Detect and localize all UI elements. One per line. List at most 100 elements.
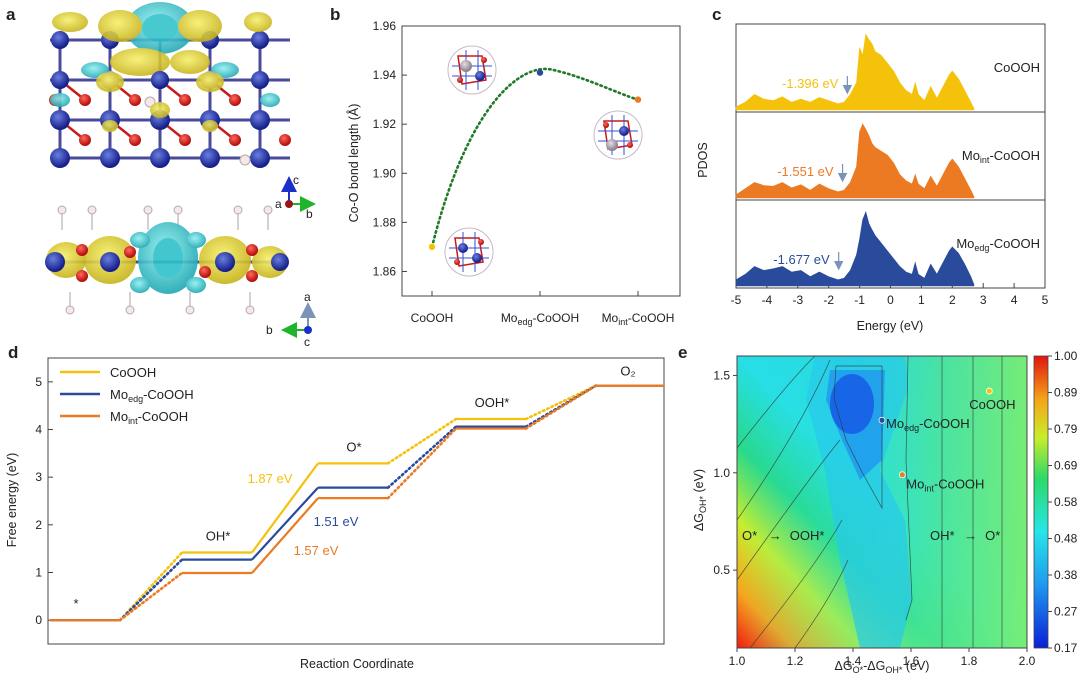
structure-side-view [45,205,289,315]
colorbar-tick-label: 0.89 [1054,386,1078,400]
energy-transition [251,486,319,561]
energy-transition [118,558,184,622]
y-tick-label: 0.5 [713,563,730,577]
series-label: CoOOH [994,60,1040,75]
y-tick-label: 0 [35,613,42,627]
state-label: OH* [206,528,231,543]
cluster-thumbnail-cooh [444,227,494,277]
state-label: O₂ [620,364,635,379]
energy-transition [118,571,184,622]
y-tick-label: 2 [35,518,42,532]
x-tick-label: Moint-CoOOH [602,311,675,327]
colorbar-tick-label: 0.38 [1054,568,1078,582]
energy-transition [386,417,458,465]
y-axis-label-e: ΔGOH* (eV) [692,469,708,531]
legend-label: Moint-CoOOH [110,409,188,426]
y-tick-label: 1.94 [373,68,397,82]
panel-e: e 1.0 1.2 1.4 1.6 1.8 2.0 0.5 1.0 1.5 CoOOH Moed… [678,343,1078,675]
colorbar-tick-label: 0.69 [1054,459,1078,473]
axis-c-label: c [293,173,299,187]
catalyst-point-label: Moint-CoOOH [906,477,984,494]
x-tick-label: 1.8 [961,654,978,668]
data-point [634,96,642,103]
cluster-thumbnail-mo-int [593,110,643,160]
y-tick-label: 1.5 [713,368,730,382]
axis-a-label-2: a [304,290,311,304]
x-tick-label: 1 [918,293,925,307]
heatmap-minimum [830,374,874,434]
energy-transition [251,497,319,574]
plot-frame-d [47,357,665,645]
x-axis-b: CoOOH Moedg-CoOOH Moint-CoOOH [411,291,675,327]
d-band-center-label: -1.677 eV [773,252,830,267]
catalyst-points: CoOOH Moedg-CoOOH Moint-CoOOH [878,387,1016,494]
state-labels: * OH* O* OOH* O₂ [73,364,635,612]
bond-length-trend-curve [430,67,640,249]
data-point [536,69,544,76]
y-tick-label: 4 [35,423,42,437]
panel-c-label: c [712,5,721,24]
energy-transition [386,427,458,500]
x-tick-label: 1.2 [787,654,804,668]
x-tick-label: -5 [731,293,742,307]
panel-e-label: e [678,343,687,362]
legend-d: CoOOH Moedg-CoOOH Moint-CoOOH [60,365,194,426]
x-tick-label: 2.0 [1019,654,1036,668]
axis-b-label-2: b [266,323,273,337]
y-axis-b: 1.86 1.88 1.90 1.92 1.94 1.96 [373,19,407,278]
y-tick-label: 5 [35,375,42,389]
y-tick-label: 1.88 [373,215,397,229]
x-axis-c: -5 -4 -3 -2 -1 0 1 2 3 4 5 [731,283,1049,307]
x-axis-label-c: Energy (eV) [857,319,924,333]
energy-transition [524,384,598,430]
y-tick-label: 1.96 [373,19,397,33]
energy-transition [251,462,319,554]
plot-frame-b [401,25,681,297]
series-label: Moedg-CoOOH [956,236,1040,253]
x-tick-label: -3 [792,293,803,307]
catalyst-point [878,416,886,424]
pdos-series: -1.396 eV CoOOH -1.551 eV Moint-CoOOH -1.677… [735,33,1040,287]
y-tick-label: 1.86 [373,264,397,278]
y-tick-label: 3 [35,470,42,484]
axes-indicator-top: c a b [275,173,316,221]
d-band-center-label: -1.396 eV [782,76,839,91]
y-tick-label: 1.90 [373,166,397,180]
plot-frame-e [736,355,1028,649]
data-point [428,243,436,251]
pdos-area [735,33,975,111]
colorbar-tick-label: 0.79 [1054,422,1078,436]
x-tick-label: -1 [854,293,865,307]
x-axis-label-d: Reaction Coordinate [300,657,414,671]
panel-c: c PDOS Energy (eV) -5 -4 -3 -2 -1 0 1 2 3 4 5 -1.3… [696,5,1049,333]
colorbar [1033,355,1049,649]
x-tick-label: Moedg-CoOOH [501,311,579,327]
state-label: * [73,596,78,611]
x-tick-label: 0 [887,293,894,307]
pdos-area [735,210,975,287]
colorbar-ticks: 1.00 0.89 0.79 0.69 0.58 0.48 0.38 0.27 0.17 [1048,349,1078,655]
d-band-center-label: -1.551 eV [777,164,834,179]
legend-label: Moedg-CoOOH [110,387,194,404]
overpotential-labels: 1.87 eV 1.51 eV 1.57 eV [248,471,359,558]
overpotential-label: 1.51 eV [314,514,359,529]
y-axis-label-b: Co-O bond length (Å) [346,104,361,223]
heatmap-low-region [806,356,912,648]
free-energy-lines [50,384,664,622]
legend-label: CoOOH [110,365,156,380]
energy-transition [524,384,598,428]
state-label: O* [346,439,361,454]
pdos-area [735,123,975,199]
axis-b-label: b [306,207,313,221]
x-axis-e: 1.0 1.2 1.4 1.6 1.8 2.0 [729,648,1036,668]
state-label: OOH* [475,395,510,410]
y-tick-label: 1.0 [713,466,730,480]
colorbar-tick-label: 0.58 [1054,495,1078,509]
catalyst-point-label: Moedg-CoOOH [886,416,970,433]
cluster-thumbnail-mo-edg [447,45,497,95]
x-tick-label: CoOOH [411,311,454,325]
y-axis-d: 0 1 2 3 4 5 [35,375,53,627]
catalyst-point [898,471,906,479]
overpotential-label: 1.57 eV [294,543,339,558]
